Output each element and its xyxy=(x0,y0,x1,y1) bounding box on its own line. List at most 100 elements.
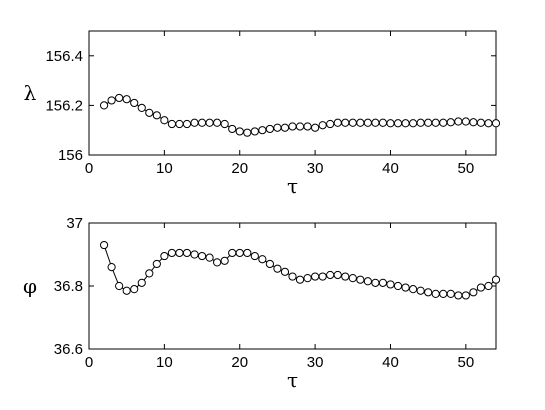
phi-data-point xyxy=(265,259,274,269)
lambda-y-tick-label: 156 xyxy=(58,147,83,164)
phi-data-point xyxy=(348,274,357,283)
lambda-data-point xyxy=(137,103,146,112)
phi-data-point xyxy=(363,277,372,286)
phi-data-point xyxy=(243,248,252,258)
lambda-data-point xyxy=(220,119,229,129)
lambda-data-point xyxy=(265,124,274,134)
lambda-data-point xyxy=(235,127,244,136)
lambda-data-point xyxy=(484,119,493,128)
phi-data-point xyxy=(250,251,259,261)
phi-data-point xyxy=(295,275,305,284)
phi-x-tick-label: 20 xyxy=(231,354,248,371)
lambda-data-point xyxy=(318,121,327,130)
phi-data-point xyxy=(115,281,124,291)
lambda-x-tick-label: 0 xyxy=(85,160,93,177)
lambda-y-axis-label: λ xyxy=(24,81,37,105)
phi-data-point xyxy=(326,270,335,280)
lambda-data-point xyxy=(341,118,350,127)
phi-plot-frame xyxy=(88,222,497,350)
lambda-data-point xyxy=(190,118,199,127)
phi-x-tick-label: 50 xyxy=(458,354,475,371)
phi-data-point xyxy=(461,291,470,300)
phi-data-point xyxy=(220,256,229,265)
lambda-data-point xyxy=(401,119,410,128)
phi-data-point xyxy=(416,286,425,295)
lambda-data-point xyxy=(107,96,116,105)
lambda-data-point xyxy=(393,119,403,128)
lambda-x-tick-label: 40 xyxy=(382,160,399,177)
phi-data-point xyxy=(190,250,199,259)
phi-data-point xyxy=(454,291,463,300)
phi-data-point xyxy=(356,275,365,284)
lambda-data-point xyxy=(243,128,252,137)
phi-x-tick-label: 40 xyxy=(382,354,399,371)
phi-data-point xyxy=(311,272,320,281)
phi-data-point xyxy=(152,259,161,269)
phi-data-point xyxy=(197,251,207,261)
lambda-x-tick-label: 10 xyxy=(156,160,173,177)
phi-y-tick-label: 36.8 xyxy=(54,278,83,295)
lambda-data-point xyxy=(160,116,169,125)
lambda-data-point xyxy=(446,118,455,127)
phi-data-point xyxy=(401,283,410,292)
phi-x-tick-label: 0 xyxy=(85,354,93,371)
phi-data-point xyxy=(408,285,418,294)
lambda-data-point xyxy=(431,118,440,127)
phi-data-point xyxy=(160,251,169,261)
phi-data-point xyxy=(378,278,388,287)
lambda-data-point xyxy=(424,118,433,127)
lambda-y-tick-label: 156.2 xyxy=(45,97,83,114)
phi-data-point xyxy=(439,289,448,298)
lambda-data-point xyxy=(311,123,320,132)
lambda-y-tick-label: 156.4 xyxy=(45,48,83,65)
phi-data-point xyxy=(446,289,455,298)
lambda-data-point xyxy=(348,118,357,127)
phi-data-point xyxy=(288,272,297,281)
phi-data-point xyxy=(476,283,486,292)
phi-data-point xyxy=(333,270,342,280)
lambda-data-point xyxy=(326,119,335,129)
lambda-data-point xyxy=(115,93,124,103)
lambda-data-point xyxy=(363,118,372,127)
lambda-x-axis-label: τ xyxy=(287,174,298,198)
lambda-data-point xyxy=(408,119,418,128)
lambda-data-point xyxy=(476,118,486,127)
lambda-data-point xyxy=(439,118,448,127)
phi-data-point xyxy=(235,248,244,258)
lambda-data-point xyxy=(416,118,425,127)
phi-data-point xyxy=(137,278,146,287)
lambda-data-point xyxy=(469,118,478,127)
lambda-data-point xyxy=(333,118,342,127)
lambda-x-tick-label: 50 xyxy=(458,160,475,177)
phi-data-point xyxy=(107,263,116,272)
phi-data-point xyxy=(424,288,433,297)
lambda-data-point xyxy=(258,126,267,135)
phi-data-point xyxy=(99,240,109,250)
lambda-data-point xyxy=(152,111,161,120)
lambda-data-point xyxy=(491,119,501,128)
lambda-data-point xyxy=(461,117,470,126)
phi-data-point xyxy=(273,264,282,273)
phi-data-point xyxy=(341,272,350,281)
phi-data-point xyxy=(130,285,139,294)
phi-data-point xyxy=(280,267,290,276)
phi-data-point xyxy=(205,253,214,262)
lambda-data-point xyxy=(99,101,109,110)
lambda-data-point xyxy=(378,118,388,127)
lambda-data-point xyxy=(130,98,139,108)
phi-data-point xyxy=(145,269,154,278)
lambda-data-point xyxy=(213,118,222,127)
phi-x-tick-label: 30 xyxy=(307,354,324,371)
lambda-x-tick-label: 30 xyxy=(307,160,324,177)
phi-x-tick-label: 10 xyxy=(156,354,173,371)
lambda-data-point xyxy=(273,123,282,132)
lambda-x-tick-label: 20 xyxy=(231,160,248,177)
lambda-data-point xyxy=(356,118,365,127)
lambda-data-point xyxy=(205,118,214,127)
phi-data-point xyxy=(484,281,493,291)
lambda-data-point xyxy=(295,122,305,131)
phi-y-axis-label: φ xyxy=(23,274,37,298)
lambda-data-point xyxy=(197,118,207,127)
lambda-data-point xyxy=(122,95,131,104)
